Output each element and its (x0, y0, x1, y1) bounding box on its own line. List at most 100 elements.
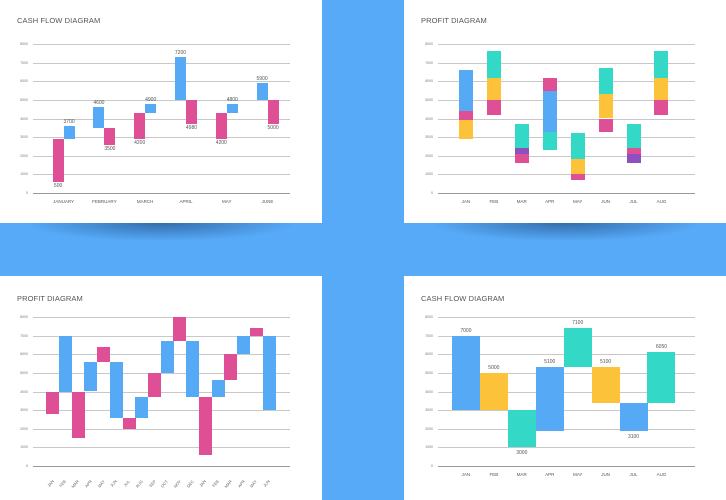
gridline (438, 155, 695, 157)
y-tick-label: 8000 (20, 315, 28, 319)
bar-blue (451, 335, 480, 411)
x-axis-label: MARCH (136, 199, 154, 204)
gridline (438, 62, 695, 64)
panel-shadow-right (404, 223, 726, 249)
bar-segment-pink (654, 99, 669, 115)
gridline (438, 118, 695, 120)
bar-blue (160, 341, 174, 373)
bar-blue (237, 335, 251, 355)
bar-segment-teal (598, 68, 613, 95)
bar-blue (93, 107, 105, 128)
x-axis-label: MAY (572, 472, 583, 477)
bar-pink (134, 112, 146, 139)
x-axis-label: FEB (58, 478, 68, 489)
x-axis-label: SEP (147, 478, 157, 489)
gridline (33, 155, 290, 157)
x-axis-label: JUNE (261, 199, 274, 204)
value-label: 4200 (134, 139, 146, 146)
chart-title: CASH FLOW DIAGRAM (421, 294, 505, 303)
gridline (438, 372, 695, 374)
y-tick-label: 5000 (20, 97, 28, 102)
x-axis-label: MAY (96, 478, 106, 489)
x-axis-label: FEBRUARY (92, 199, 117, 204)
value-label: 3000 (516, 450, 528, 457)
bar-pink (104, 127, 116, 145)
x-axis-label: APR (83, 478, 93, 489)
bar-blue (84, 361, 98, 392)
plot-area: 0 1000 2000 3000 4000 5000 6000 7000 8000 JAN FEB M… (425, 42, 695, 204)
y-tick-label: 0 (431, 191, 433, 195)
bar-yellow (479, 372, 508, 411)
gridline (438, 428, 695, 430)
gridline (438, 447, 695, 449)
x-axis-label: JANUARY (53, 199, 75, 204)
bar-blue (619, 402, 648, 431)
bar-teal (507, 410, 536, 448)
bar-segment-teal (570, 133, 585, 160)
gridline (438, 81, 695, 83)
bar-segment-teal (514, 124, 529, 149)
bar-pink (46, 391, 60, 414)
bar-segment-purple (626, 153, 641, 164)
x-axis-label: JAN (461, 472, 471, 477)
bar-segment-pink (598, 118, 613, 132)
y-tick-label: 4000 (425, 389, 433, 394)
chart-title: CASH FLOW DIAGRAM (17, 16, 101, 25)
bar-segment-blue (542, 90, 557, 132)
y-tick-label: 2000 (20, 153, 28, 158)
gridline (33, 391, 290, 393)
gridline (438, 317, 695, 318)
bar-segment-pink (542, 77, 557, 91)
y-tick-label: 6000 (425, 79, 433, 84)
x-axis-label: JUL (629, 199, 638, 204)
y-tick-label: 8000 (425, 42, 433, 46)
x-axis-label: JUN (109, 478, 119, 489)
bar-segment-pink (486, 99, 501, 115)
x-axis-label: JAN (198, 478, 208, 488)
x-axis-label: JUL (629, 472, 638, 477)
x-axis-label: DEC (185, 478, 195, 489)
bar-segment-teal (486, 51, 501, 78)
x-axis-label: APR (236, 478, 246, 489)
bar-pink (148, 372, 161, 398)
bar-blue (145, 103, 157, 113)
x-axis-label: FEB (489, 199, 499, 204)
bar-blue (535, 367, 564, 431)
panel-shadow-left (0, 223, 322, 249)
bar-pink (173, 317, 187, 342)
x-axis-label: JAN (45, 478, 55, 488)
gridline (33, 174, 290, 176)
y-tick-label: 7000 (20, 60, 28, 65)
gridline (33, 466, 290, 467)
bar-blue (174, 57, 186, 100)
gridline (438, 410, 695, 412)
y-tick-label: 0 (431, 464, 433, 468)
x-axis-label: MAR (516, 472, 527, 477)
bar-blue (262, 335, 276, 411)
value-label: 5100 (600, 359, 612, 366)
y-tick-label: 5000 (425, 370, 433, 375)
y-tick-label: 1000 (20, 445, 28, 450)
bar-teal (563, 328, 592, 368)
y-tick-label: 8000 (20, 42, 28, 46)
x-axis-label: MAR (70, 478, 81, 489)
value-label: 7200 (174, 50, 187, 57)
gridline (33, 335, 290, 337)
y-tick-label: 5000 (425, 97, 433, 102)
bar-segment-yellow (458, 120, 473, 139)
y-tick-label: 1000 (425, 172, 433, 177)
gridline (33, 118, 290, 120)
y-tick-label: 8000 (425, 315, 433, 319)
bar-segment-yellow (486, 77, 501, 100)
bar-segment-pink (626, 148, 641, 154)
x-axis-label: APRIL (179, 199, 193, 204)
bar-segment-yellow (598, 94, 613, 119)
value-label: 4980 (185, 125, 198, 132)
bar-segment-purple (514, 148, 529, 154)
bar-blue (63, 125, 75, 139)
bar-segment-teal (542, 131, 557, 151)
bar-segment-yellow (570, 159, 585, 175)
value-label: 5900 (256, 76, 268, 83)
y-tick-label: 4000 (425, 116, 433, 121)
y-tick-label: 2000 (425, 426, 433, 431)
